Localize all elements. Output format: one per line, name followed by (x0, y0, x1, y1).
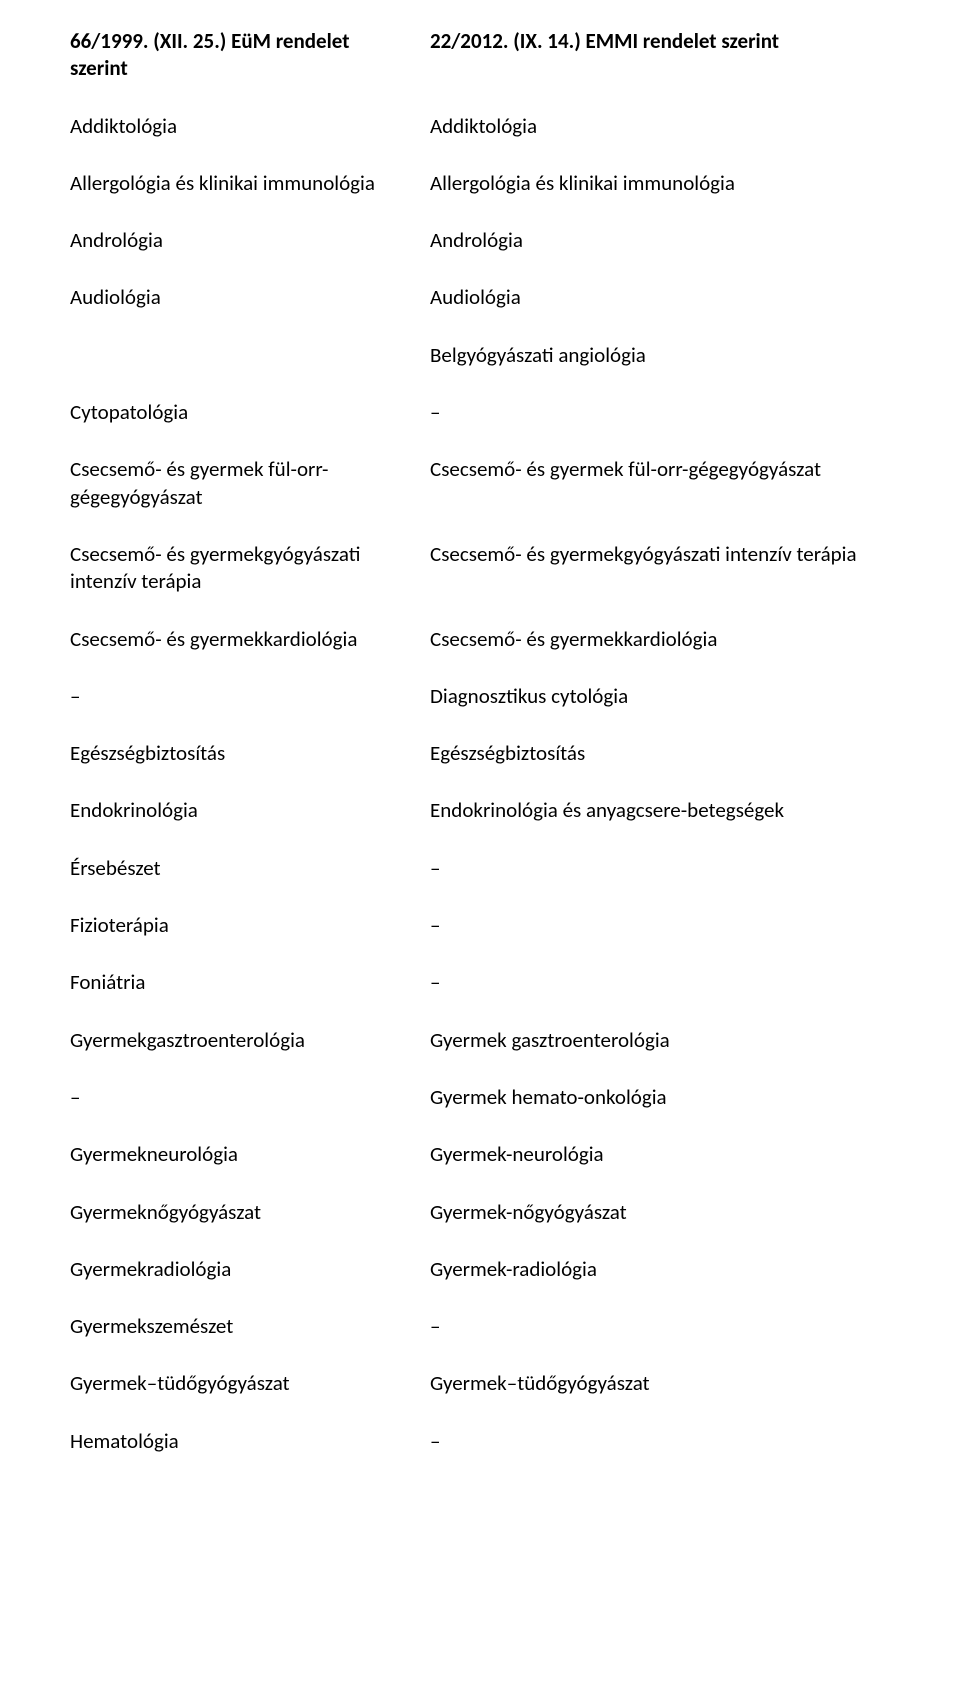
table-cell-left: Gyermek–tüdőgyógyászat (70, 1370, 400, 1427)
table-cell-left: Csecsemő- és gyermek fül-orr-gégegyógyás… (70, 456, 400, 541)
table-cell-left (70, 342, 400, 399)
table-cell-right: – (430, 855, 890, 912)
table-cell-right: Endokrinológia és anyagcsere-betegségek (430, 797, 890, 854)
table-cell-right: Andrológia (430, 227, 890, 284)
table-cell-right: Gyermek–tüdőgyógyászat (430, 1370, 890, 1427)
table-cell-right: Gyermek gasztroenterológia (430, 1027, 890, 1084)
table-cell-right: Allergológia és klinikai immunológia (430, 170, 890, 227)
table-cell-left: Egészségbiztosítás (70, 740, 400, 797)
table-cell-left: Gyermekradiológia (70, 1256, 400, 1313)
table-cell-right: – (430, 1428, 890, 1485)
table-cell-right: – (430, 912, 890, 969)
table-cell-right: Egészségbiztosítás (430, 740, 890, 797)
table-cell-right: Gyermek-nőgyógyászat (430, 1199, 890, 1256)
table-cell-left: Andrológia (70, 227, 400, 284)
table-cell-right: Diagnosztikus cytológia (430, 683, 890, 740)
table-cell-left: Fizioterápia (70, 912, 400, 969)
table-cell-left: Audiológia (70, 284, 400, 341)
table-cell-right: – (430, 969, 890, 1026)
table-cell-left: Hematológia (70, 1428, 400, 1485)
table-cell-right: Audiológia (430, 284, 890, 341)
table-cell-left: Cytopatológia (70, 399, 400, 456)
table-cell-right: Csecsemő- és gyermek fül-orr-gégegyógyás… (430, 456, 890, 541)
table-cell-right: – (430, 1313, 890, 1370)
header-left: 66/1999. (XII. 25.) EüM rendelet szerint (70, 28, 400, 113)
table-cell-left: Gyermekneurológia (70, 1141, 400, 1198)
table-cell-left: Addiktológia (70, 113, 400, 170)
comparison-table: 66/1999. (XII. 25.) EüM rendelet szerint… (70, 28, 890, 1485)
table-cell-left: – (70, 683, 400, 740)
table-cell-left: Csecsemő- és gyermekkardiológia (70, 626, 400, 683)
table-cell-left: – (70, 1084, 400, 1141)
table-cell-left: Allergológia és klinikai immunológia (70, 170, 400, 227)
table-cell-left: Endokrinológia (70, 797, 400, 854)
table-cell-left: Gyermeknőgyógyászat (70, 1199, 400, 1256)
table-cell-right: – (430, 399, 890, 456)
table-cell-left: Érsebészet (70, 855, 400, 912)
table-cell-left: Csecsemő- és gyermekgyógyászati intenzív… (70, 541, 400, 626)
table-cell-right: Addiktológia (430, 113, 890, 170)
header-right: 22/2012. (IX. 14.) EMMI rendelet szerint (430, 28, 890, 113)
table-cell-right: Gyermek-radiológia (430, 1256, 890, 1313)
table-cell-right: Gyermek hemato-onkológia (430, 1084, 890, 1141)
table-cell-right: Csecsemő- és gyermekkardiológia (430, 626, 890, 683)
table-cell-left: Gyermekszemészet (70, 1313, 400, 1370)
table-cell-left: Foniátria (70, 969, 400, 1026)
table-cell-right: Belgyógyászati angiológia (430, 342, 890, 399)
table-cell-right: Gyermek-neurológia (430, 1141, 890, 1198)
table-cell-right: Csecsemő- és gyermekgyógyászati intenzív… (430, 541, 890, 626)
table-cell-left: Gyermekgasztroenterológia (70, 1027, 400, 1084)
